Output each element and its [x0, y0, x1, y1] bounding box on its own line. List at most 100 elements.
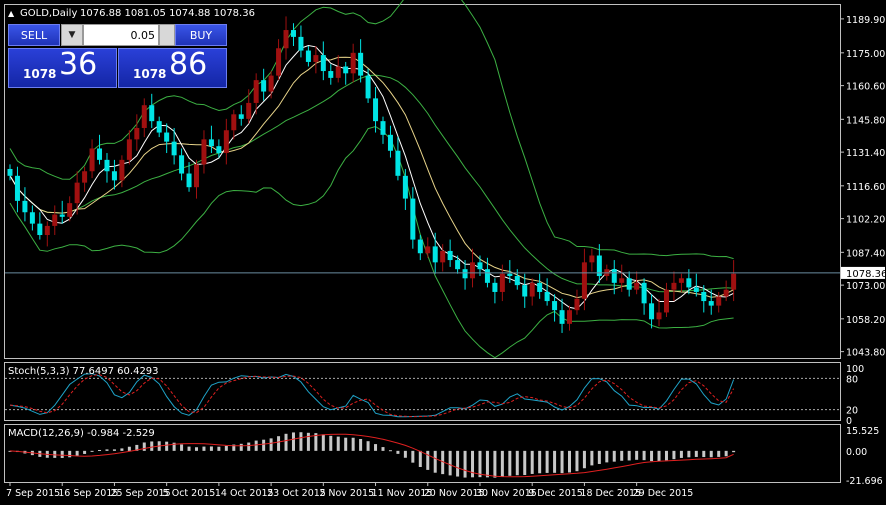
candle-bear [477, 262, 483, 270]
candle-bull [335, 66, 341, 78]
macd-histogram-bar [254, 440, 258, 451]
macd-histogram-bar [165, 441, 169, 451]
macd-histogram-bar [291, 432, 295, 451]
chart-symbol: GOLD,Daily [20, 8, 77, 19]
lot-decrease-icon[interactable]: ▼ [61, 24, 83, 46]
macd-histogram-bar [575, 450, 579, 472]
macd-histogram-bar [366, 441, 370, 451]
candle-bull [253, 80, 259, 103]
macd-histogram-bar [448, 450, 452, 476]
candle-bear [7, 168, 13, 176]
macd-histogram-bar [650, 450, 654, 462]
macd-histogram-bar [612, 450, 616, 462]
candle-bear [261, 80, 267, 92]
macd-histogram-bar [135, 444, 139, 451]
macd-histogram-bar [247, 442, 251, 451]
macd-histogram-bar [127, 446, 131, 451]
buy-price-box[interactable]: 1078 86 [118, 47, 227, 88]
macd-tick-label: 0.00 [846, 447, 867, 458]
macd-histogram-bar [142, 442, 146, 451]
candle-bull [268, 75, 274, 92]
stoch-tick-label: 0 [846, 416, 852, 427]
macd-histogram-bar [224, 445, 228, 451]
chart-collapse-icon[interactable]: ▲ [8, 9, 15, 18]
macd-histogram-bar [545, 450, 549, 473]
macd-histogram-bar [172, 442, 176, 451]
buy-button[interactable]: BUY [175, 24, 227, 46]
one-click-trading-panel: SELL ▼ BUY 1078 36 1078 86 [8, 24, 227, 88]
chart-ohlc: 1076.88 1081.05 1074.88 1078.36 [80, 8, 255, 19]
macd-histogram-bar [120, 448, 124, 451]
candle-bear [455, 260, 461, 270]
candle-bear [514, 276, 520, 286]
candle-bear [179, 155, 185, 174]
macd-histogram-bar [523, 450, 527, 476]
candle-bear [298, 36, 304, 51]
macd-histogram-bar [269, 438, 273, 451]
macd-histogram-bar [732, 450, 736, 453]
candle-bull [678, 278, 684, 283]
buy-price-pips: 86 [169, 47, 208, 82]
macd-histogram-bar [694, 450, 698, 457]
candle-bear [447, 250, 453, 261]
candle-bear [290, 30, 296, 37]
macd-histogram-bar [329, 435, 333, 451]
price-tick-label: 1160.60 [846, 82, 885, 93]
macd-histogram-bar [98, 449, 102, 451]
macd-histogram-bar [53, 450, 57, 458]
macd-histogram-bar [411, 450, 415, 463]
candle-bull [440, 250, 446, 263]
time-tick-label: 20 Nov 2015 [424, 488, 485, 499]
candle-bull [581, 262, 587, 299]
macd-histogram-bar [306, 432, 310, 451]
candle-bear [641, 282, 647, 304]
candle-bull [52, 214, 58, 226]
candle-bear [104, 159, 110, 172]
lot-size-input[interactable] [83, 24, 159, 46]
bollinger-bands [9, 0, 734, 359]
candle-bull [231, 114, 237, 131]
candle-bull [313, 55, 319, 62]
macd-histogram-bar [68, 450, 72, 458]
macd-histogram-bar [150, 441, 154, 451]
candle-bear [238, 114, 244, 119]
macd-histogram-bar [299, 432, 303, 451]
macd-histogram-bar [493, 450, 497, 478]
macd-histogram-bar [187, 446, 191, 451]
candle-bear [171, 141, 177, 156]
candle-bear [164, 132, 170, 142]
macd-histogram-bar [284, 433, 288, 451]
candle-bull [126, 139, 132, 160]
price-tick-label: 1043.80 [846, 348, 885, 359]
time-tick-label: 29 Dec 2015 [633, 488, 694, 499]
macd-histogram-bar [403, 450, 407, 458]
macd-histogram-bar [672, 450, 676, 460]
macd-histogram-bar [709, 450, 713, 458]
sell-button[interactable]: SELL [8, 24, 60, 46]
candle-bear [320, 55, 326, 72]
candle-bear [686, 278, 692, 288]
candle-bear [111, 171, 117, 181]
macd-histogram-bar [277, 436, 281, 451]
sell-price-box[interactable]: 1078 36 [8, 47, 117, 88]
macd-histogram-bar [351, 437, 355, 451]
macd-histogram-bar [500, 450, 504, 477]
candle-bull [134, 127, 140, 140]
candle-bear [410, 198, 416, 240]
macd-histogram-bar [679, 450, 683, 458]
candle-bull [201, 139, 207, 165]
candle-bear [305, 50, 311, 62]
macd-histogram-bar [418, 450, 422, 468]
candle-bull [141, 105, 147, 128]
macd-histogram-bar [359, 439, 363, 451]
macd-histogram-bar [105, 449, 109, 451]
candle-bear [484, 269, 490, 283]
candle-bull [246, 102, 252, 119]
macd-signal-line [9, 433, 734, 478]
sell-price-prefix: 1078 [23, 67, 57, 81]
lot-spinner[interactable] [159, 24, 175, 46]
macd-histogram-bar [687, 450, 691, 458]
price-tick-label: 1058.20 [846, 315, 885, 326]
